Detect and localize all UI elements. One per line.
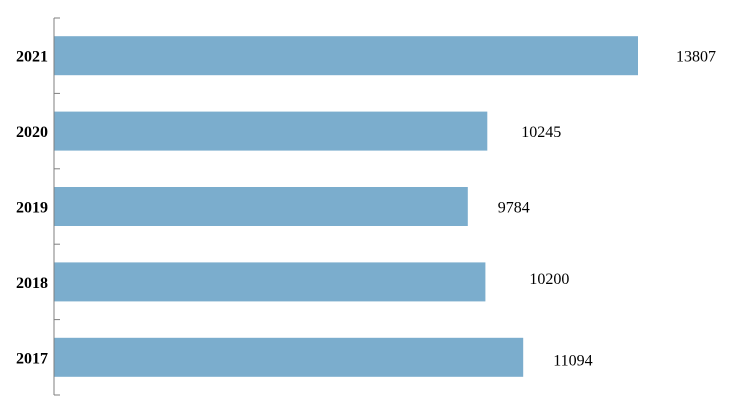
category-label-2018: 2018	[16, 275, 48, 292]
value-label-2018: 10200	[529, 271, 569, 288]
y-axis	[53, 17, 60, 396]
value-label-2020: 10245	[521, 124, 561, 141]
value-label-2019: 9784	[498, 200, 530, 217]
bar-2021	[54, 36, 638, 76]
bar-2017	[54, 337, 524, 377]
bar-2019	[54, 187, 468, 226]
bar-2020	[54, 111, 488, 151]
bars-group	[54, 36, 638, 377]
category-labels-group: 2021 2020 2019 2018 2017	[16, 49, 48, 368]
value-labels-group: 13807 10245 9784 10200 11094	[498, 49, 716, 370]
bar-2018	[54, 262, 486, 302]
category-label-2020: 2020	[16, 124, 48, 141]
value-label-2017: 11094	[553, 352, 592, 369]
category-label-2021: 2021	[16, 49, 48, 66]
category-label-2019: 2019	[16, 200, 48, 217]
value-label-2021: 13807	[676, 49, 716, 66]
category-label-2017: 2017	[16, 350, 48, 367]
